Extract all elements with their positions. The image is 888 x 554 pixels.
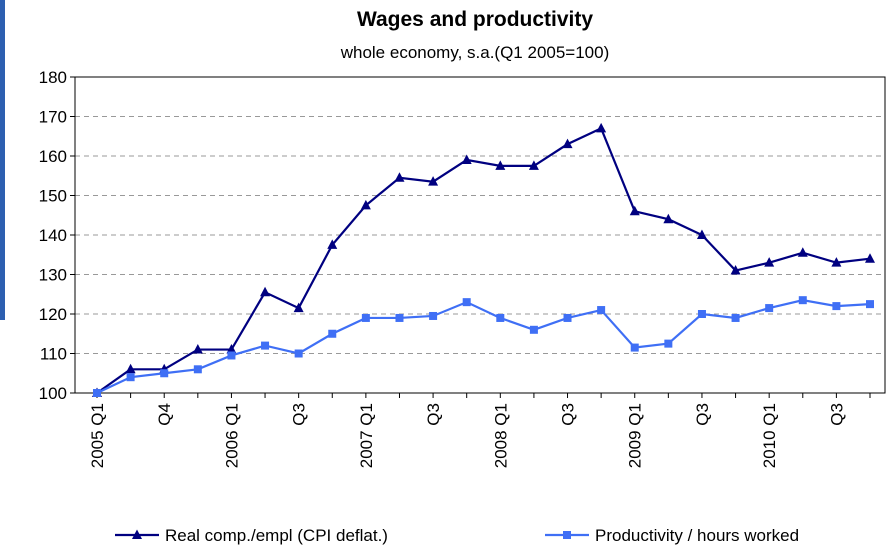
point-marker — [663, 213, 674, 224]
point-marker — [93, 389, 101, 397]
x-tick-label: 2006 Q1 — [222, 403, 241, 468]
point-marker — [865, 253, 875, 263]
x-tick-label: Q3 — [827, 403, 846, 426]
point-marker — [764, 257, 775, 267]
chart-subtitle: whole economy, s.a.(Q1 2005=100) — [340, 43, 610, 62]
point-marker — [126, 373, 135, 382]
point-marker — [428, 176, 439, 186]
point-marker — [461, 154, 472, 164]
legend-marker — [563, 531, 571, 539]
x-tick-label: Q4 — [155, 403, 174, 426]
point-marker — [529, 325, 538, 334]
point-marker — [866, 300, 874, 309]
y-tick-label: 140 — [39, 226, 67, 245]
x-tick-label: Q3 — [559, 403, 578, 426]
point-marker — [293, 302, 304, 313]
point-marker — [360, 199, 371, 210]
y-tick-label: 160 — [39, 147, 67, 166]
point-marker — [496, 313, 505, 322]
legend-label: Real comp./empl (CPI deflat.) — [165, 526, 388, 545]
point-marker — [193, 365, 202, 374]
y-tick-label: 170 — [39, 108, 67, 127]
point-marker — [630, 343, 639, 352]
point-marker — [361, 313, 370, 322]
point-marker — [629, 205, 640, 216]
point-marker — [697, 310, 706, 318]
point-marker — [696, 229, 707, 239]
point-marker — [160, 369, 169, 378]
point-marker — [294, 349, 303, 358]
point-marker — [227, 351, 236, 360]
point-marker — [327, 239, 338, 249]
y-tick-label: 130 — [39, 266, 67, 285]
point-marker — [260, 286, 271, 297]
point-marker — [765, 304, 774, 313]
plot-frame — [74, 76, 886, 394]
point-marker — [596, 122, 607, 133]
x-tick-label: 2005 Q1 — [88, 403, 107, 468]
point-marker — [731, 313, 740, 322]
series-line — [96, 299, 871, 394]
point-marker — [429, 311, 438, 320]
y-tick-label: 110 — [40, 345, 67, 364]
x-tick-label: Q3 — [693, 403, 712, 426]
point-marker — [328, 329, 337, 338]
x-tick-label: Q3 — [290, 403, 309, 426]
point-marker — [798, 296, 807, 305]
point-marker — [394, 172, 405, 182]
point-marker — [831, 257, 842, 267]
point-marker — [261, 341, 270, 350]
point-marker — [528, 160, 539, 170]
point-marker — [664, 339, 673, 348]
point-marker — [597, 306, 606, 315]
y-tick-label: 180 — [39, 68, 67, 87]
x-tick-label: 2007 Q1 — [357, 403, 376, 468]
point-marker — [495, 160, 506, 170]
chart-title: Wages and productivity — [357, 8, 593, 31]
legend-label: Productivity / hours worked — [595, 526, 799, 545]
x-tick-label: 2010 Q1 — [760, 403, 779, 468]
x-tick-label: Q3 — [424, 403, 443, 426]
point-marker — [730, 265, 741, 275]
point-marker — [563, 313, 572, 322]
point-marker — [125, 363, 136, 374]
point-marker — [562, 138, 573, 149]
point-marker — [395, 313, 404, 322]
point-marker — [226, 344, 237, 354]
y-tick-label: 100 — [39, 384, 67, 403]
edge-strip — [0, 0, 5, 320]
legend-marker — [132, 529, 142, 539]
y-tick-label: 150 — [39, 187, 67, 206]
point-marker — [462, 298, 471, 307]
x-tick-label: 2008 Q1 — [491, 403, 510, 468]
series-line — [96, 126, 871, 394]
point-marker — [797, 247, 808, 257]
point-marker — [192, 344, 203, 354]
y-tick-label: 120 — [39, 305, 67, 324]
point-marker — [832, 302, 841, 311]
x-tick-label: 2009 Q1 — [626, 403, 645, 468]
